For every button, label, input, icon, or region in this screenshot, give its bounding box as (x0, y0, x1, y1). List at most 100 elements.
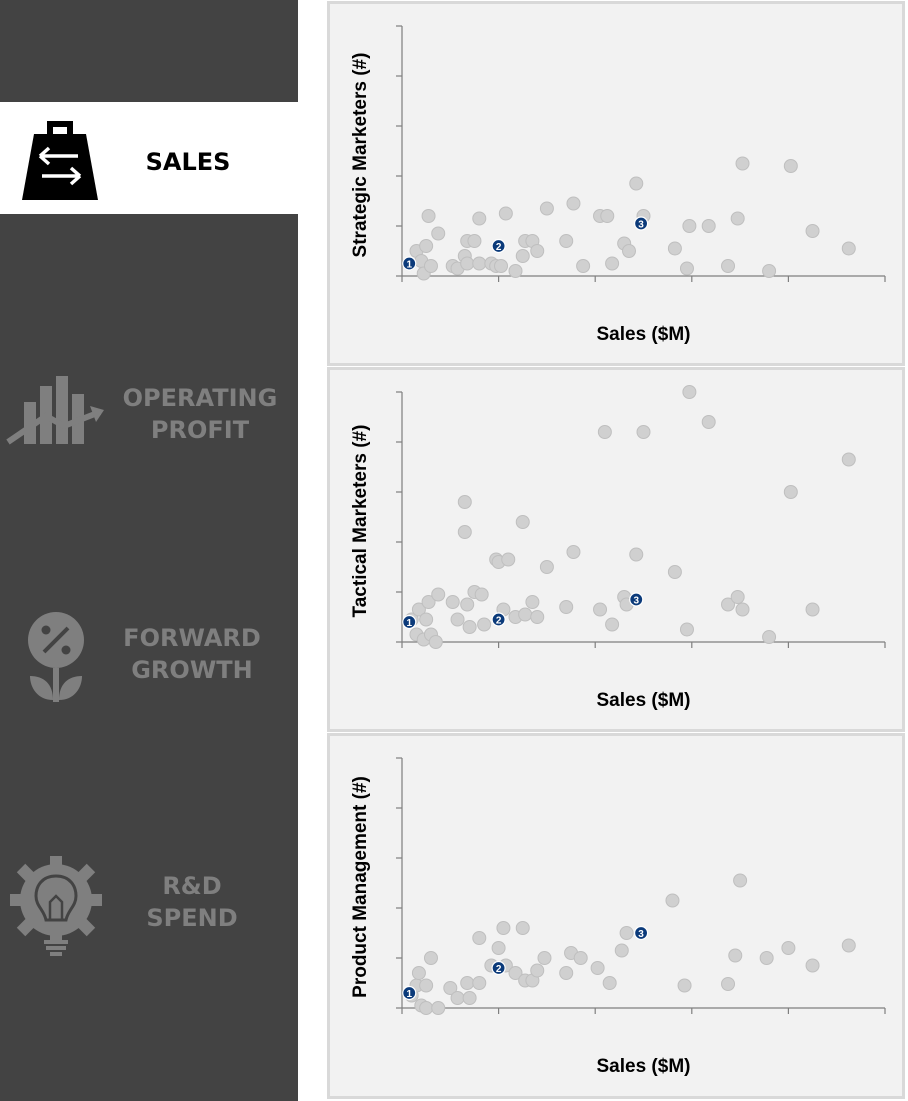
data-point (450, 612, 465, 627)
data-point (783, 159, 798, 173)
data-point (559, 600, 574, 614)
sidebar-item-label-operating: OPERATING (122, 384, 278, 412)
percent-plant-icon (28, 612, 84, 702)
data-point (682, 385, 697, 399)
data-point (537, 951, 552, 965)
data-point (460, 256, 475, 271)
scatter-chart-strategic: 1 2 3 Sales ($M) Strategic Marketers (#) (350, 25, 886, 345)
data-point (472, 211, 487, 226)
data-point (457, 525, 472, 539)
data-point (423, 951, 438, 965)
data-point (841, 241, 856, 256)
data-point (462, 991, 477, 1005)
data-point (805, 958, 820, 973)
y-axis-label: Product Management (#) (350, 776, 371, 998)
data-point (733, 873, 748, 888)
data-point (721, 977, 736, 991)
y-axis-label: Strategic Marketers (#) (350, 53, 371, 258)
data-point (419, 978, 434, 993)
data-point (419, 1001, 434, 1015)
data-point (682, 219, 697, 233)
scatter-chart-product: 1 2 3 Sales ($M) Product Management (#) (350, 757, 886, 1077)
highlight-label-2: 2 (496, 616, 502, 627)
data-point (762, 630, 777, 644)
data-point (597, 425, 612, 439)
data-point (605, 617, 620, 632)
sidebar-item-label-spend: SPEND (146, 904, 238, 932)
data-point (730, 590, 745, 604)
data-point (508, 264, 523, 278)
data-point (593, 602, 608, 617)
data-point (496, 921, 511, 935)
highlight-label-3: 3 (638, 929, 644, 940)
data-point (525, 595, 540, 609)
sidebar-item-sales[interactable]: SALES (0, 102, 298, 214)
data-point (411, 602, 426, 617)
data-point (841, 452, 856, 467)
sidebar-item-label-forward: FORWARD (123, 624, 261, 652)
data-point (530, 610, 545, 624)
data-point (566, 196, 581, 211)
highlight-label-3: 3 (638, 220, 644, 231)
data-point (498, 206, 513, 221)
data-point (619, 926, 634, 940)
data-point (450, 991, 465, 1005)
sidebar-item-forward-growth[interactable]: FORWARD GROWTH (0, 600, 298, 710)
highlight-point-1 (402, 614, 417, 630)
x-axis-label: Sales ($M) (597, 1056, 691, 1077)
data-point (530, 244, 545, 258)
data-point (472, 256, 487, 271)
data-point (539, 201, 554, 216)
data-point (460, 597, 475, 612)
lightbulb-gear-icon (10, 856, 102, 956)
x-axis-label: Sales ($M) (597, 324, 691, 345)
data-point (472, 976, 487, 990)
data-point (781, 941, 796, 955)
sidebar: SALES OPERATING PROFIT (0, 0, 298, 1101)
highlight-label-2: 2 (496, 242, 502, 253)
sidebar-item-operating-profit[interactable]: OPERATING PROFIT (0, 360, 298, 470)
data-point (573, 951, 588, 965)
sidebar-item-label-profit: PROFIT (150, 416, 250, 444)
data-point (841, 938, 856, 953)
data-point (472, 931, 487, 945)
data-point (460, 976, 475, 990)
chart-panel-tactical: 1 2 3 Sales ($M) Tactical Marketers (#) (327, 367, 905, 732)
data-point (629, 547, 644, 562)
data-point (477, 617, 492, 632)
data-point (728, 948, 743, 963)
data-point (474, 587, 489, 602)
data-point (508, 966, 523, 980)
sidebar-item-rd-spend[interactable]: R&D SPEND (0, 850, 298, 960)
bar-growth-icon (6, 376, 104, 445)
highlight-point-3 (629, 592, 644, 607)
data-point (515, 515, 530, 529)
data-point (559, 234, 574, 248)
data-point (423, 259, 438, 273)
data-point (759, 951, 774, 965)
data-point (515, 921, 530, 935)
highlight-label-2: 2 (496, 964, 502, 975)
data-point (518, 607, 533, 622)
data-point (721, 597, 736, 612)
data-point (457, 495, 472, 509)
data-point (701, 219, 716, 233)
data-point (494, 259, 509, 273)
data-point (805, 224, 820, 238)
data-point (428, 635, 443, 649)
data-point (431, 587, 446, 602)
scatter-chart-tactical: 1 2 3 Sales ($M) Tactical Marketers (#) (350, 385, 886, 711)
sidebar-item-label-growth: GROWTH (131, 656, 253, 684)
highlight-point-2 (491, 612, 506, 627)
highlight-label-1: 1 (406, 989, 412, 1000)
chart-panel-product: 1 2 3 Sales ($M) Product Management (#) (327, 733, 905, 1099)
data-point (730, 211, 745, 226)
data-point (462, 620, 477, 634)
shopping-bag-icon (22, 121, 98, 200)
data-point (679, 261, 694, 276)
data-point (600, 209, 615, 223)
chart-panel-strategic: 1 2 3 Sales ($M) Strategic Marketers (#) (327, 1, 905, 366)
data-point (491, 941, 506, 955)
sidebar-item-label-sales: SALES (145, 148, 231, 176)
